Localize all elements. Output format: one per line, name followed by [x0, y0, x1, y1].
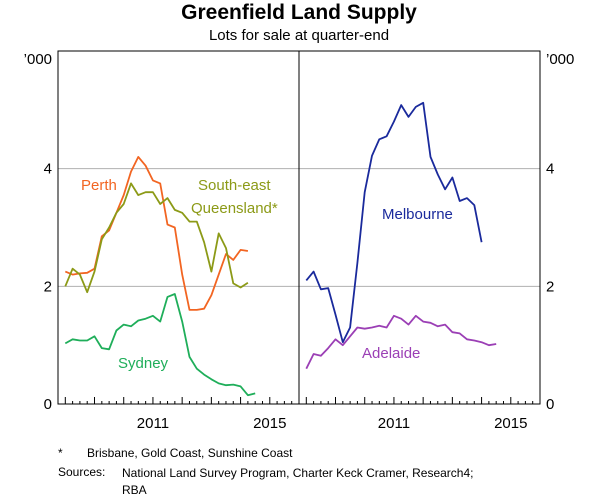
series-label-melbourne: Melbourne [382, 206, 453, 223]
footnote-text: Brisbane, Gold Coast, Sunshine Coast [87, 446, 293, 460]
footnote-mark: * [58, 446, 63, 460]
sources-text: National Land Survey Program, Charter Ke… [122, 466, 474, 497]
y-tick-label-right-4: 4 [546, 161, 554, 178]
series-lines [64, 101, 497, 397]
x-tick-label-left-2011: 2011 [137, 415, 169, 432]
series-line-adelaide [305, 314, 497, 370]
series-line-south-east-queensland [64, 182, 249, 294]
chart-subtitle: Lots for sale at quarter-end [208, 27, 390, 44]
series-label-perth: Perth [81, 177, 117, 194]
axis-labels: Perth South-east Queensland* Sydney 2011 2015… [24, 51, 575, 432]
series-label-south-east-queensland-1: South-east [198, 177, 271, 194]
series-label-adelaide: Adelaide [362, 345, 420, 362]
y-tick-label-right-0: 0 [546, 396, 554, 413]
chart-title: Greenfield Land Supply [181, 1, 417, 24]
series-line-sydney [64, 293, 256, 397]
x-tick-label-right-2015: 2015 [494, 415, 527, 432]
y-unit-label-left: ’000 [24, 51, 52, 68]
sources-label: Sources: [58, 465, 106, 479]
series-line-melbourne [305, 101, 483, 344]
axis-ticks [64, 397, 534, 404]
y-tick-label-right-2: 2 [546, 278, 554, 295]
y-tick-label-left-2: 2 [44, 278, 52, 295]
series-label-south-east-queensland-2: Queensland* [191, 200, 278, 217]
y-tick-label-left-4: 4 [44, 161, 52, 178]
y-unit-label-right: ’000 [546, 51, 574, 68]
x-tick-label-right-2011: 2011 [378, 415, 410, 432]
gridlines [58, 168, 540, 287]
panel-frames [57, 50, 541, 405]
series-label-sydney: Sydney [118, 355, 169, 372]
x-tick-label-left-2015: 2015 [253, 415, 286, 432]
y-tick-label-left-0: 0 [44, 396, 52, 413]
